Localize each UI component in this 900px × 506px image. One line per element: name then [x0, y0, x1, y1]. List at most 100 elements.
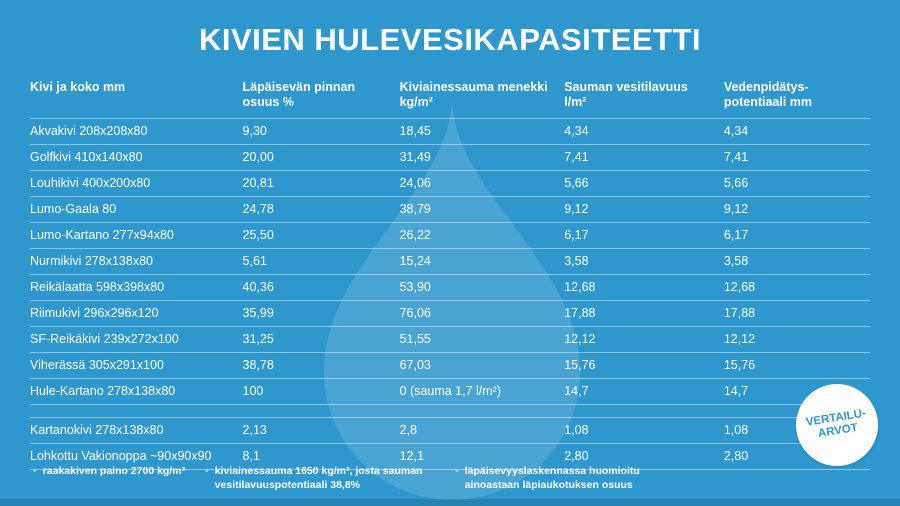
table-row: SF-Reikäkivi 239x272x100 31,25 51,55 12,12 1… — [30, 326, 870, 353]
value-cell: 14,7 — [564, 378, 724, 405]
value-cell: 15,76 — [723, 352, 870, 379]
stone-name-cell: Reikälaatta 598x398x80 — [30, 274, 243, 301]
col-header-stone: Kivi ja koko mm — [30, 78, 243, 119]
value-cell: 9,30 — [242, 118, 400, 145]
table-header: Kivi ja koko mm Läpäisevän pinnan osuus … — [30, 78, 870, 119]
footnote-text: läpäisevyyslaskennassa huomioitu ainoast… — [464, 465, 640, 491]
value-cell: 20,00 — [242, 144, 400, 171]
value-cell: 5,66 — [723, 170, 870, 197]
value-cell: 4,34 — [564, 118, 724, 145]
value-cell: 12,12 — [564, 326, 724, 353]
table-row: Louhikivi 400x200x80 20,81 24,06 5,66 5,66 — [30, 170, 870, 197]
stone-name-cell: Golfkivi 410x140x80 — [30, 144, 243, 171]
column-header-line: kg/m² — [399, 95, 433, 109]
value-cell: 12,1 — [399, 443, 565, 470]
column-header-line: osuus % — [242, 95, 294, 109]
col-header-retention-potential: Vedenpidätys- potentiaali mm — [723, 78, 870, 119]
value-cell: 15,76 — [564, 352, 724, 379]
value-cell: 2,13 — [242, 417, 400, 444]
table-row: Akvakivi 208x208x80 9,30 18,45 4,34 4,34 — [30, 118, 870, 145]
stone-name-cell: Lumo-Gaala 80 — [30, 196, 243, 223]
value-cell: 76,06 — [399, 300, 565, 327]
value-cell: 18,45 — [399, 118, 565, 145]
value-cell: 12,12 — [723, 326, 870, 353]
value-cell: 17,88 — [723, 300, 870, 327]
value-cell: 2,8 — [399, 417, 565, 444]
value-cell: 4,34 — [723, 118, 870, 145]
stone-name-cell: Riimukivi 296x296x120 — [30, 300, 243, 327]
bullet-icon: • — [205, 465, 209, 477]
value-cell: 38,79 — [399, 196, 565, 223]
data-table: Kivi ja koko mm Läpäisevän pinnan osuus … — [30, 78, 870, 470]
value-cell: 5,66 — [564, 170, 724, 197]
value-cell: 40,36 — [242, 274, 400, 301]
value-cell: 6,17 — [564, 222, 724, 249]
table-row: Reikälaatta 598x398x80 40,36 53,90 12,68 12,… — [30, 274, 870, 301]
value-cell: 7,41 — [564, 144, 724, 171]
bullet-icon: • — [455, 465, 459, 477]
table-row: Lumo-Gaala 80 24,78 38,79 9,12 9,12 — [30, 196, 870, 223]
badge-text: VERTAILU- ARVOT — [805, 407, 869, 442]
footnote: • raakakiven paino 2700 kg/m³ — [33, 464, 193, 478]
value-cell: 7,41 — [723, 144, 870, 171]
value-cell: 12,68 — [564, 274, 724, 301]
table-row: Nurmikivi 278x138x80 5,61 15,24 3,58 3,58 — [30, 248, 870, 275]
stone-name-cell: Akvakivi 208x208x80 — [30, 118, 243, 145]
value-cell: 35,99 — [242, 300, 400, 327]
value-cell: 31,49 — [399, 144, 565, 171]
table-body-main: Akvakivi 208x208x80 9,30 18,45 4,34 4,34 Golf… — [30, 118, 870, 405]
value-cell: 24,78 — [242, 196, 400, 223]
value-cell: 9,12 — [564, 196, 724, 223]
footnote: • läpäisevyyslaskennassa huomioitu ainoa… — [455, 464, 687, 492]
value-cell: 3,58 — [564, 248, 724, 275]
column-header-line: Kivi ja koko mm — [30, 80, 126, 94]
bullet-icon: • — [33, 465, 37, 477]
value-cell: 67,03 — [399, 352, 565, 379]
bottom-bar — [0, 499, 900, 506]
table-row: Lohkottu Vakionoppa ~90x90x90 8,1 12,1 2,80… — [30, 443, 870, 470]
stone-name-cell: Lohkottu Vakionoppa ~90x90x90 — [30, 443, 243, 470]
table-row: Hule-Kartano 278x138x80 100 0 (sauma 1,7 l… — [30, 378, 870, 405]
column-header-line: Läpäisevän pinnan — [242, 80, 356, 94]
col-header-joint-consumption: Kiviainessauma menekki kg/m² — [399, 78, 565, 119]
value-cell: 51,55 — [399, 326, 565, 353]
stone-name-cell: Nurmikivi 278x138x80 — [30, 248, 243, 275]
footnote-text: kiviainessauma 1650 kg/m³, josta sauman … — [214, 465, 423, 491]
col-header-permeable-share: Läpäisevän pinnan osuus % — [242, 78, 400, 119]
header-row: Kivi ja koko mm Läpäisevän pinnan osuus … — [30, 78, 870, 119]
table-row: Viherässä 305x291x100 38,78 67,03 15,76 15,7… — [30, 352, 870, 379]
value-cell: 31,25 — [242, 326, 400, 353]
value-cell: 38,78 — [242, 352, 400, 379]
spacer-row — [30, 405, 870, 418]
table-row: Riimukivi 296x296x120 35,99 76,06 17,88 17,8… — [30, 300, 870, 327]
value-cell: 24,06 — [399, 170, 565, 197]
stone-name-cell: SF-Reikäkivi 239x272x100 — [30, 326, 243, 353]
stone-name-cell: Viherässä 305x291x100 — [30, 352, 243, 379]
page-title: KIVIEN HULEVESIKAPASITEETTI — [198, 22, 702, 57]
value-cell: 5,61 — [242, 248, 400, 275]
value-cell: 6,17 — [723, 222, 870, 249]
value-cell: 25,50 — [242, 222, 400, 249]
footnote: • kiviainessauma 1650 kg/m³, josta sauma… — [205, 464, 447, 492]
table-row: Kartanokivi 278x138x80 2,13 2,8 1,08 1,08 — [30, 417, 870, 444]
value-cell: 9,12 — [723, 196, 870, 223]
stone-name-cell: Louhikivi 400x200x80 — [30, 170, 243, 197]
value-cell: 0 (sauma 1,7 l/m²) — [399, 378, 565, 405]
table-body-comparison: Kartanokivi 278x138x80 2,13 2,8 1,08 1,08 Loh… — [30, 417, 870, 470]
table-row: Golfkivi 410x140x80 20,00 31,49 7,41 7,41 — [30, 144, 870, 171]
stone-capacity-table: Kivi ja koko mm Läpäisevän pinnan osuus … — [30, 78, 870, 470]
value-cell: 100 — [242, 378, 400, 405]
column-header-line: l/m² — [564, 95, 587, 109]
stone-name-cell: Lumo-Kartano 277x94x80 — [30, 222, 243, 249]
value-cell: 53,90 — [399, 274, 565, 301]
value-cell: 12,68 — [723, 274, 870, 301]
column-header-line: Vedenpidätys- — [723, 80, 809, 94]
stone-name-cell: Hule-Kartano 278x138x80 — [30, 378, 243, 405]
footnote-text: raakakiven paino 2700 kg/m³ — [42, 465, 186, 477]
column-header-line: Sauman vesitilavuus — [564, 80, 688, 94]
stone-name-cell: Kartanokivi 278x138x80 — [30, 417, 243, 444]
value-cell: 3,58 — [723, 248, 870, 275]
value-cell: 17,88 — [564, 300, 724, 327]
value-cell: 15,24 — [399, 248, 565, 275]
